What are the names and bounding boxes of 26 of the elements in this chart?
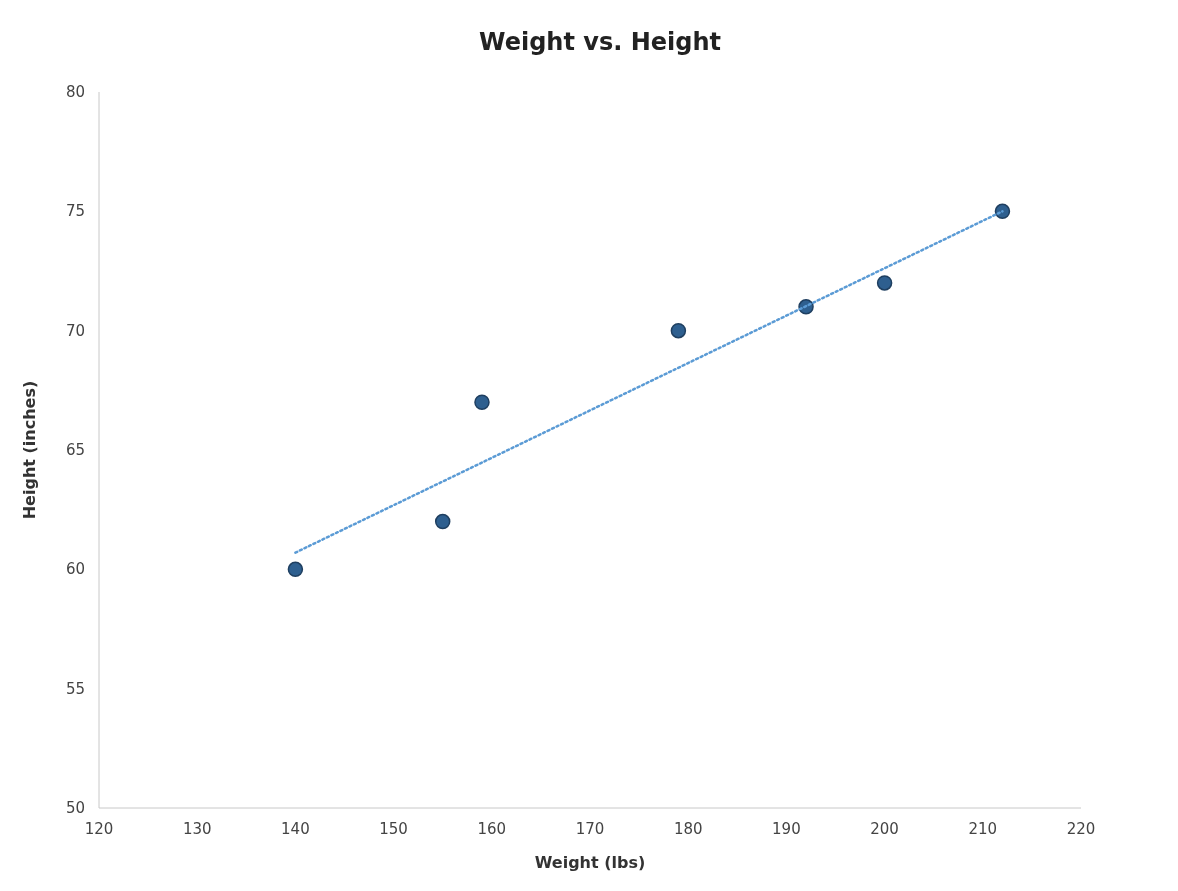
x-tick-label: 140 (281, 820, 310, 838)
x-tick-label: 160 (477, 820, 507, 838)
x-tick-label: 210 (968, 820, 998, 838)
x-tick-label: 190 (772, 820, 801, 838)
x-tick-label: 120 (84, 820, 114, 838)
y-tick-label: 55 (65, 679, 85, 698)
x-tick-label: 150 (379, 820, 408, 838)
y-tick-label: 65 (65, 441, 85, 459)
y-tick-label: 80 (65, 83, 85, 101)
point (434, 513, 451, 530)
x-axis-title: Weight (lbs) (534, 853, 646, 872)
y-axis-title: Height (inches) (20, 380, 39, 520)
point (670, 322, 687, 339)
chart-title: Weight vs. Height (479, 28, 721, 56)
point (474, 394, 490, 411)
y-tick-label: 75 (65, 202, 85, 221)
y-tick-label: 50 (65, 799, 85, 817)
y-tick-label: 60 (65, 560, 85, 579)
point (287, 561, 304, 578)
y-tick-label: 70 (65, 321, 85, 340)
x-tick-label: 220 (1066, 820, 1096, 838)
x-tick-label: 170 (575, 820, 605, 838)
point (876, 275, 893, 291)
x-tick-label: 180 (673, 820, 703, 838)
x-tick-label: 130 (182, 820, 212, 838)
x-tick-label: 200 (870, 820, 899, 838)
